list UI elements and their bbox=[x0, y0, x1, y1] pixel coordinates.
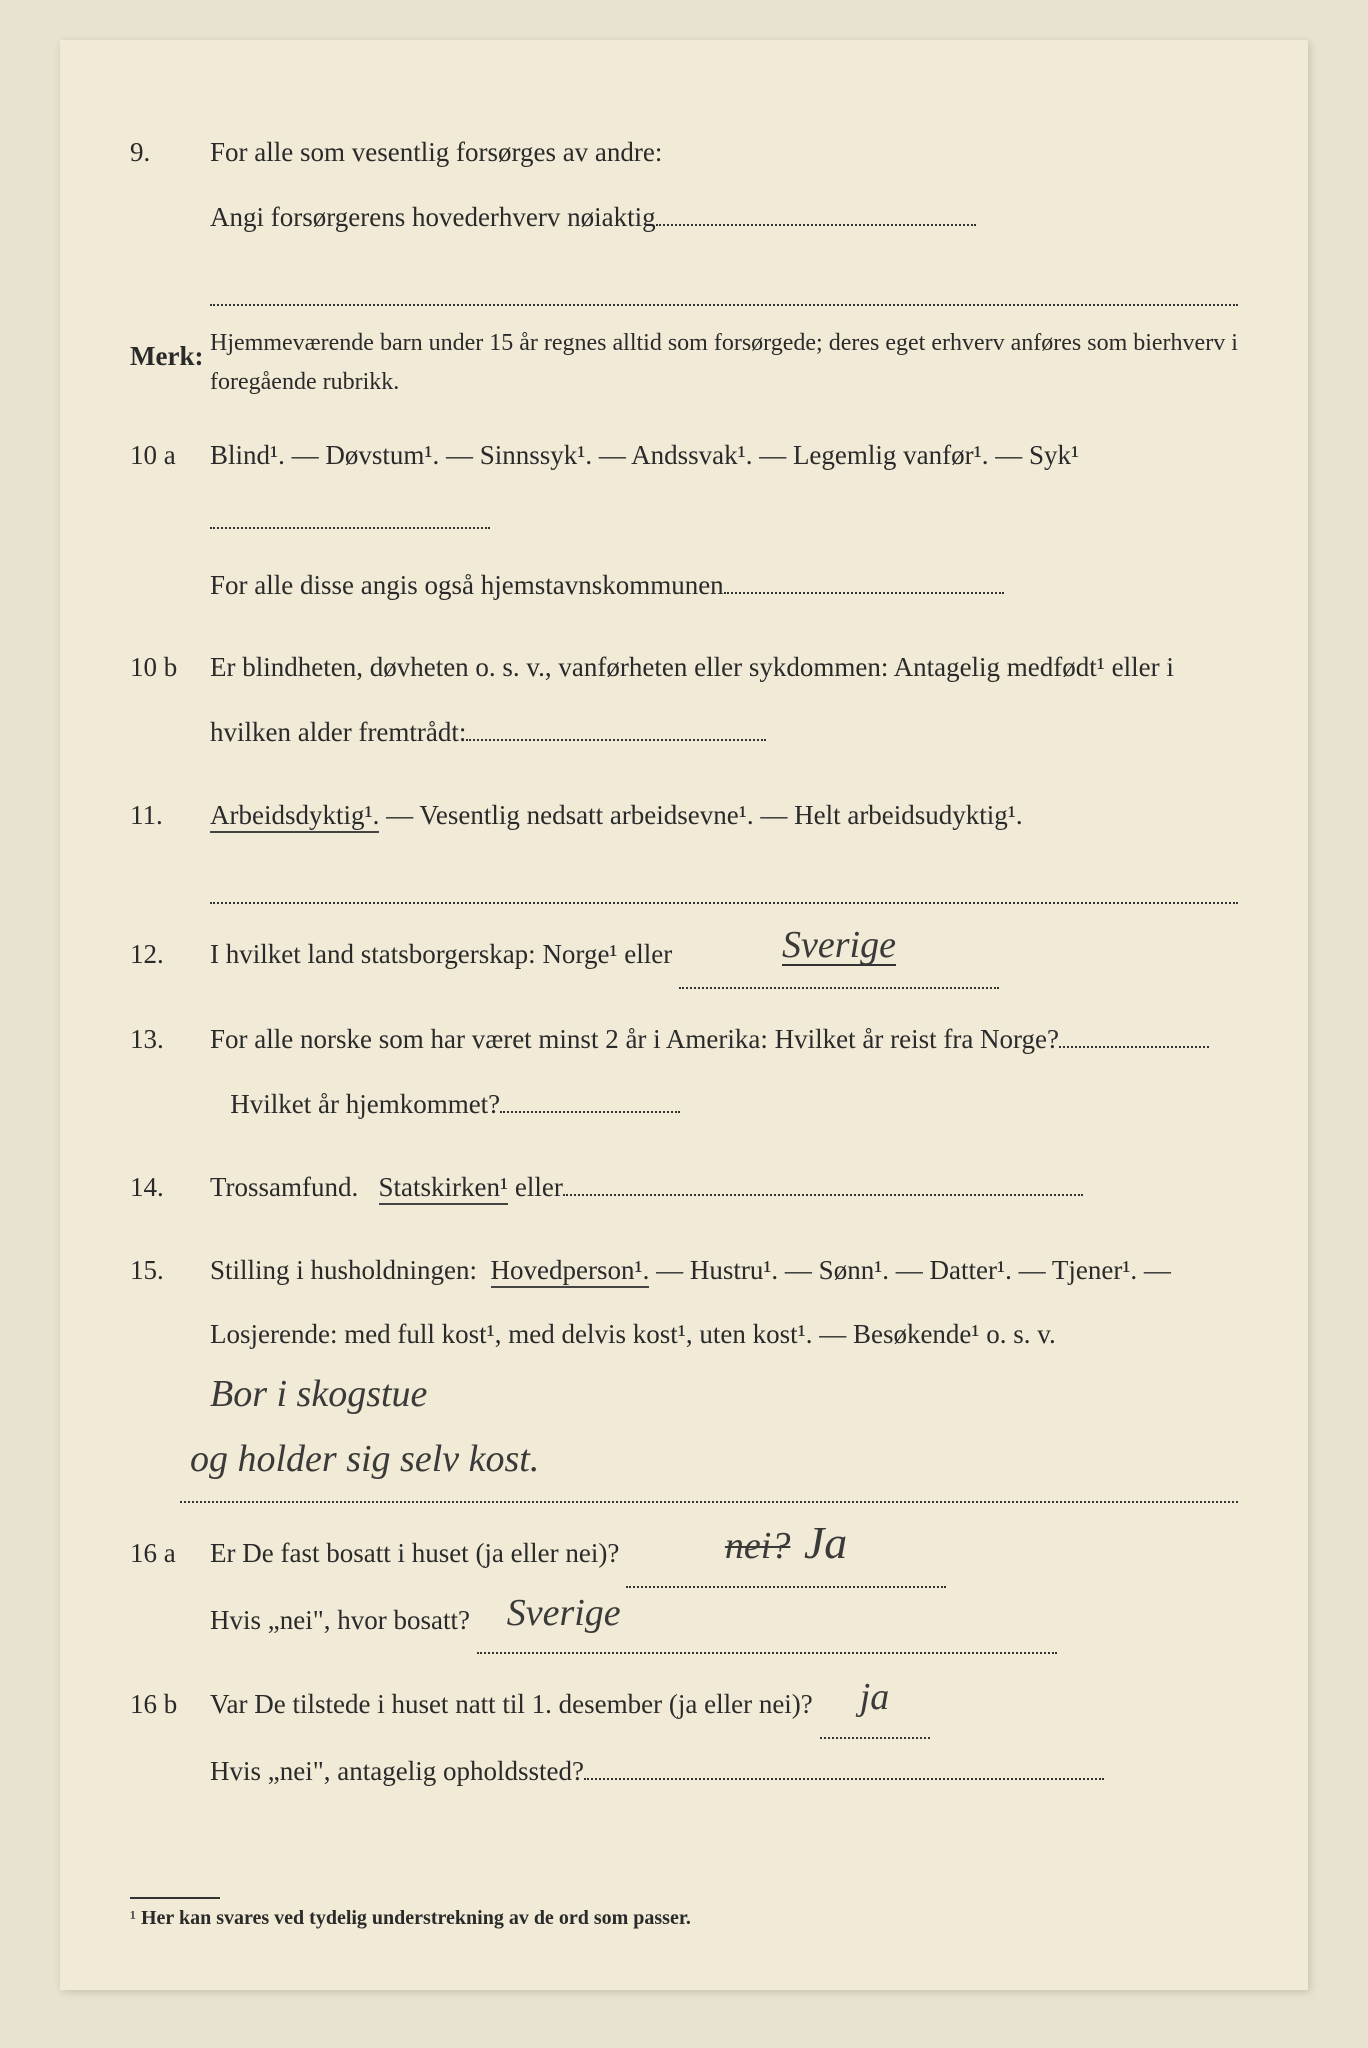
q15-text1: Stilling i husholdningen: bbox=[210, 1255, 477, 1285]
q15-hovedperson-underlined: Hovedperson¹. bbox=[491, 1255, 650, 1288]
q12-answer-field: Sverige bbox=[679, 922, 999, 989]
q13-blank2 bbox=[500, 1111, 680, 1113]
q10a-line2: For alle disse angis også hjemstavnskomm… bbox=[210, 570, 724, 600]
question-11: 11. Arbeidsdyktig¹. — Vesentlig nedsatt … bbox=[130, 783, 1238, 904]
q11-body: Arbeidsdyktig¹. — Vesentlig nedsatt arbe… bbox=[210, 783, 1238, 904]
q16a-answer1: Ja bbox=[804, 1520, 847, 1566]
q16a-number: 16 a bbox=[130, 1521, 210, 1655]
q10a-blank2 bbox=[724, 592, 1004, 594]
q16a-answer2: Sverige bbox=[507, 1594, 621, 1632]
q14-text1: Trossamfund. bbox=[210, 1172, 358, 1202]
q16a-body: Er De fast bosatt i huset (ja eller nei)… bbox=[210, 1521, 1238, 1655]
question-16b: 16 b Var De tilstede i huset natt til 1.… bbox=[130, 1672, 1238, 1804]
q16a-answer-strike: nei? bbox=[725, 1527, 790, 1565]
q12-number: 12. bbox=[130, 922, 210, 989]
q13-text1: For alle norske som har været minst 2 år… bbox=[210, 1024, 1059, 1054]
merk-note: Merk: Hjemmeværende barn under 15 år reg… bbox=[130, 324, 1238, 401]
q12-body: I hvilket land statsborgerskap: Norge¹ e… bbox=[210, 922, 1238, 989]
footnote-rule bbox=[130, 1897, 220, 1899]
footnote: ¹ Her kan svares ved tydelig understrekn… bbox=[130, 1897, 1238, 1930]
footnote-text: Her kan svares ved tydelig understreknin… bbox=[141, 1907, 691, 1929]
q14-blank bbox=[563, 1194, 1083, 1196]
q16a-ans2-field: Sverige bbox=[477, 1588, 1057, 1655]
question-15: 15. Stilling i husholdningen: Hovedperso… bbox=[130, 1238, 1238, 1432]
q10a-options: Blind¹. — Døvstum¹. — Sinnssyk¹. — Andss… bbox=[210, 440, 1079, 470]
question-16a: 16 a Er De fast bosatt i huset (ja eller… bbox=[130, 1521, 1238, 1655]
q9-line1: For alle som vesentlig forsørges av andr… bbox=[210, 137, 662, 167]
q16b-ans1-field: ja bbox=[820, 1672, 930, 1739]
q10b-blank bbox=[466, 739, 766, 741]
q10b-text: Er blindheten, døvheten o. s. v., vanfør… bbox=[210, 652, 1174, 747]
q10b-number: 10 b bbox=[130, 635, 210, 765]
q15-number: 15. bbox=[130, 1238, 210, 1432]
q9-blank bbox=[656, 224, 976, 226]
q15-continue: og holder sig selv kost. bbox=[180, 1436, 1238, 1503]
q11-number: 11. bbox=[130, 783, 210, 904]
q15-body: Stilling i husholdningen: Hovedperson¹. … bbox=[210, 1238, 1238, 1432]
q12-answer: Sverige bbox=[782, 926, 896, 966]
q16b-answer1: ja bbox=[860, 1678, 890, 1716]
q16a-text2: Hvis „nei", hvor bosatt? bbox=[210, 1605, 470, 1635]
q16a-text1: Er De fast bosatt i huset (ja eller nei)… bbox=[210, 1538, 619, 1568]
q10b-body: Er blindheten, døvheten o. s. v., vanfør… bbox=[210, 635, 1238, 765]
q14-body: Trossamfund. Statskirken¹ eller bbox=[210, 1155, 1238, 1220]
q11-opt1-underlined: Arbeidsdyktig¹. bbox=[210, 800, 379, 833]
q15-answer-line2: og holder sig selv kost. bbox=[180, 1436, 1238, 1503]
q13-body: For alle norske som har været minst 2 år… bbox=[210, 1007, 1238, 1137]
q16b-body: Var De tilstede i huset natt til 1. dese… bbox=[210, 1672, 1238, 1804]
q14-number: 14. bbox=[130, 1155, 210, 1220]
q13-text2: Hvilket år hjemkommet? bbox=[230, 1089, 500, 1119]
question-10a: 10 a Blind¹. — Døvstum¹. — Sinnssyk¹. — … bbox=[130, 423, 1238, 617]
merk-label: Merk: bbox=[130, 324, 210, 401]
q9-line2: Angi forsørgerens hovederhverv nøiaktig bbox=[210, 202, 656, 232]
question-9: 9. For alle som vesentlig forsørges av a… bbox=[130, 120, 1238, 306]
form-page: 9. For alle som vesentlig forsørges av a… bbox=[60, 40, 1308, 1990]
q12-text: I hvilket land statsborgerskap: Norge¹ e… bbox=[210, 939, 672, 969]
question-10b: 10 b Er blindheten, døvheten o. s. v., v… bbox=[130, 635, 1238, 765]
footnote-marker: ¹ bbox=[130, 1907, 136, 1929]
q9-blank2 bbox=[210, 258, 1238, 307]
question-12: 12. I hvilket land statsborgerskap: Norg… bbox=[130, 922, 1238, 989]
q15-answer2: og holder sig selv kost. bbox=[180, 1440, 539, 1478]
q16b-text1: Var De tilstede i huset natt til 1. dese… bbox=[210, 1689, 813, 1719]
q16b-number: 16 b bbox=[130, 1672, 210, 1804]
question-14: 14. Trossamfund. Statskirken¹ eller bbox=[130, 1155, 1238, 1220]
q9-body: For alle som vesentlig forsørges av andr… bbox=[210, 120, 1238, 306]
q10a-number: 10 a bbox=[130, 423, 210, 617]
q9-number: 9. bbox=[130, 120, 210, 306]
q13-number: 13. bbox=[130, 1007, 210, 1137]
question-13: 13. For alle norske som har været minst … bbox=[130, 1007, 1238, 1137]
q16a-ans1-field: nei? Ja bbox=[626, 1521, 946, 1588]
q16b-blank bbox=[584, 1778, 1104, 1780]
q14-statskirken-underlined: Statskirken¹ bbox=[379, 1172, 509, 1205]
merk-text: Hjemmeværende barn under 15 år regnes al… bbox=[210, 324, 1238, 401]
q11-opts-rest: — Vesentlig nedsatt arbeidsevne¹. — Helt… bbox=[386, 800, 1023, 830]
q10a-blank bbox=[210, 527, 490, 529]
q10a-body: Blind¹. — Døvstum¹. — Sinnssyk¹. — Andss… bbox=[210, 423, 1238, 617]
q11-blank bbox=[210, 856, 1238, 905]
q14-text3: eller bbox=[515, 1172, 563, 1202]
q13-blank1 bbox=[1059, 1046, 1209, 1048]
q15-answer1: Bor i skogstue bbox=[210, 1375, 427, 1413]
q16b-text2: Hvis „nei", antagelig opholdssted? bbox=[210, 1756, 584, 1786]
